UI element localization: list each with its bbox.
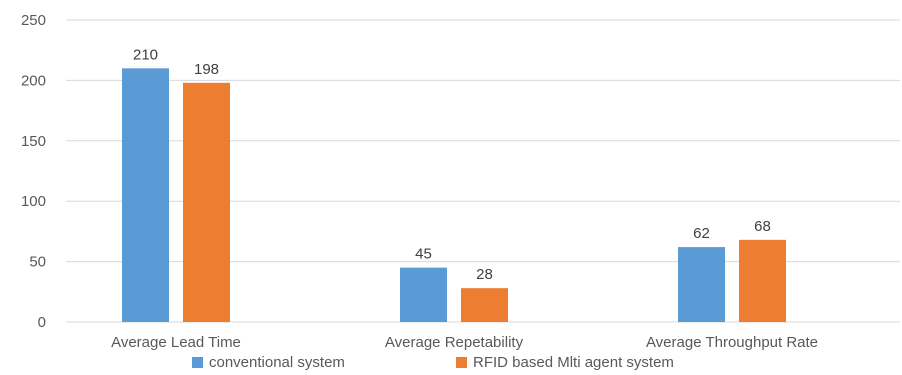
bar-0-1 [183,82,230,322]
legend-swatch [456,357,467,368]
data-label: 28 [476,266,493,283]
bars [122,68,786,322]
legend-swatch [192,357,203,368]
legend-label: conventional system [209,354,345,371]
data-label: 198 [194,61,219,78]
data-label: 62 [693,225,710,242]
y-tick-label: 50 [29,254,46,271]
y-tick-label: 100 [21,193,46,210]
x-axis-categories: Average Lead Time Average Repetability Ave… [111,334,818,351]
y-tick-label: 250 [21,12,46,29]
y-tick-label: 150 [21,133,46,150]
data-label: 210 [133,46,158,63]
y-tick-label: 0 [38,314,46,331]
x-category-label: Average Throughput Rate [646,334,818,351]
data-labels: 210 198 45 28 62 68 [133,46,771,283]
legend: conventional system RFID based Mlti agent… [192,354,674,371]
bar-2-0 [678,247,725,322]
x-category-label: Average Lead Time [111,334,241,351]
bar-0-0 [122,68,169,322]
y-tick-label: 200 [21,72,46,89]
data-label: 45 [415,246,432,263]
bar-1-0 [400,267,447,322]
bar-2-1 [739,239,786,322]
y-axis-ticks: 0 50 100 150 200 250 [21,12,46,331]
x-category-label: Average Repetability [385,334,524,351]
data-label: 68 [754,218,771,235]
legend-label: RFID based Mlti agent system [473,354,674,371]
bar-1-1 [461,288,508,322]
